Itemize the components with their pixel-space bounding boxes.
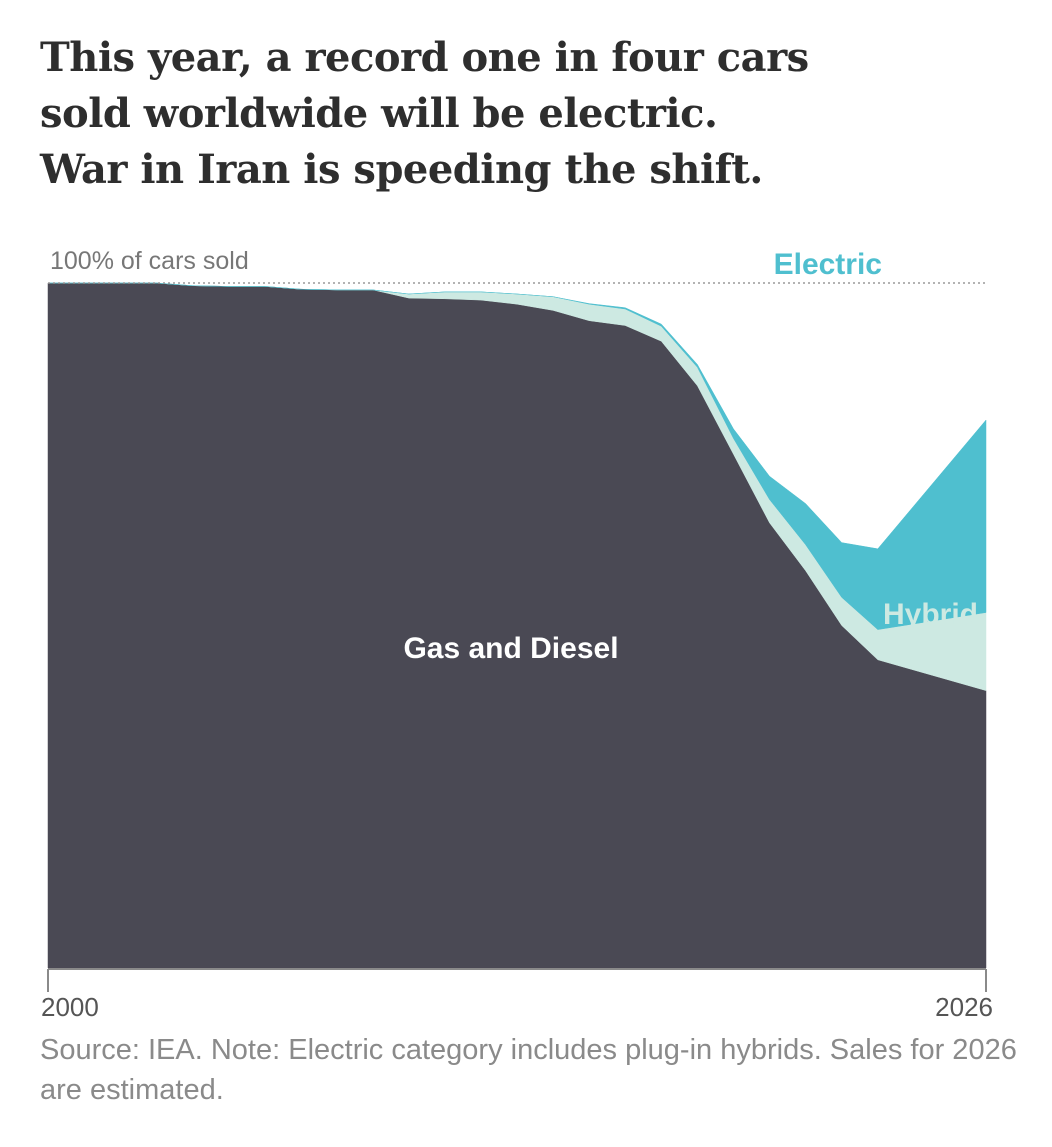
series-label-hybrid: Hybrid [883, 598, 978, 631]
area-electric [48, 282, 987, 630]
x-tick-label-2000: 2000 [41, 992, 99, 1022]
headline-line-3: War in Iran is speeding the shift. [40, 146, 763, 193]
stacked-area-chart: 100% of cars sold Gas and Diesel Hybrid El… [41, 247, 993, 1022]
area-layers [47, 282, 987, 969]
series-labels: Gas and Diesel Hybrid Electric [403, 248, 978, 665]
x-tick-label-2026: 2026 [935, 992, 993, 1022]
headline-line-2: sold worldwide will be electric. [40, 90, 718, 137]
headline: This year, a record one in four cars sol… [40, 30, 809, 198]
series-label-gas-and-diesel: Gas and Diesel [403, 632, 618, 665]
headline-line-1: This year, a record one in four cars [40, 34, 809, 81]
top-reference-label: 100% of cars sold [50, 247, 249, 275]
source-note: Source: IEA. Note: Electric category inc… [40, 1034, 1017, 1106]
series-label-electric: Electric [774, 248, 882, 281]
x-axis-ticks: 2000 2026 [41, 969, 993, 1022]
